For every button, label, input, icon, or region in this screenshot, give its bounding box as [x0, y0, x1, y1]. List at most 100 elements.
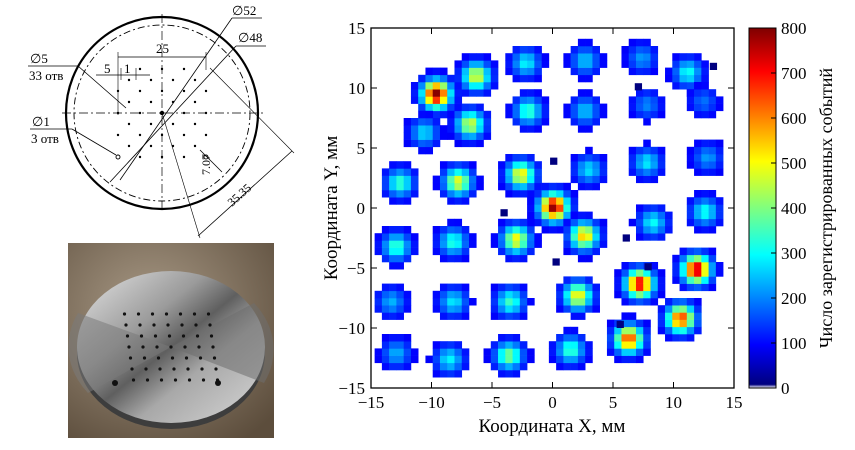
- heatmap-cell: [447, 110, 455, 119]
- photo-hole: [209, 334, 214, 338]
- heatmap-cell: [679, 334, 688, 342]
- heatmap-cell: [447, 233, 455, 241]
- heatmap-cell: [563, 53, 571, 61]
- heatmap-cell: [512, 168, 521, 176]
- heatmap-cell: [585, 161, 593, 169]
- photo-hole: [192, 312, 197, 316]
- heatmap-cell: [577, 46, 586, 54]
- heatmap-cell: [527, 240, 535, 248]
- heatmap-cell: [461, 226, 470, 234]
- heatmap-cell: [592, 67, 600, 76]
- drawing-hole: [160, 67, 164, 71]
- heatmap-cell: [396, 283, 404, 292]
- heatmap-cell: [672, 326, 680, 335]
- heatmap-cell: [439, 247, 448, 256]
- heatmap-cell: [505, 154, 513, 162]
- heatmap-cell: [527, 247, 535, 256]
- heatmap-cell: [635, 218, 644, 227]
- heatmap-cell: [403, 355, 412, 364]
- heatmap-cell: [650, 269, 659, 277]
- heatmap-cell: [715, 262, 724, 270]
- callout-b-leader: [71, 128, 117, 156]
- heatmap-cell: [563, 348, 571, 356]
- heatmap-cell: [570, 341, 579, 349]
- heatmap-cell: [454, 247, 463, 256]
- heatmap-cell: [563, 362, 571, 371]
- heatmap-cell: [512, 218, 521, 227]
- heatmap-cell: [469, 139, 477, 148]
- heatmap-cell: [715, 139, 724, 148]
- heatmap-cell: [570, 312, 579, 320]
- heatmap-cell: [657, 103, 666, 112]
- heatmap-cell: [454, 182, 463, 191]
- heatmap-cell: [541, 182, 550, 191]
- heatmap-cell: [708, 96, 717, 104]
- heatmap-cell: [512, 312, 521, 320]
- heatmap-cell: [541, 118, 550, 126]
- dim-707-label: 7.07: [199, 154, 213, 175]
- heatmap-cell: [694, 103, 702, 112]
- heatmap-cell: [577, 182, 586, 191]
- heatmap-cell: [635, 262, 644, 270]
- drawing-hole: [138, 133, 142, 137]
- dim-d48-label: ∅48: [238, 30, 262, 45]
- heatmap-cell: [505, 298, 513, 306]
- heatmap-cell: [447, 132, 455, 140]
- heatmap-cell: [461, 168, 470, 176]
- heatmap-cell: [512, 175, 521, 184]
- heatmap-cell: [599, 233, 608, 241]
- heatmap-cell: [686, 103, 695, 112]
- heatmap-cell: [410, 82, 419, 90]
- heatmap-cell: [418, 74, 426, 83]
- heatmap-cell: [439, 290, 448, 299]
- heatmap-cell: [439, 82, 448, 90]
- heatmap-cell: [439, 370, 448, 378]
- heatmap-cell: [381, 182, 390, 191]
- heatmap-cell: [432, 67, 441, 76]
- heatmap-cell: [585, 298, 593, 306]
- heatmap-cell: [381, 362, 390, 371]
- heatmap-cell: [585, 355, 593, 364]
- heatmap-cell: [403, 182, 412, 191]
- heatmap-cell: [686, 319, 695, 328]
- heatmap-cell: [628, 96, 637, 104]
- heatmap-cell: [635, 103, 644, 112]
- heatmap-cell: [418, 96, 426, 104]
- photo-hole: [180, 323, 184, 327]
- heatmap-cell: [432, 139, 441, 148]
- heatmap-cell: [454, 110, 463, 119]
- heatmap-cell: [519, 89, 528, 97]
- heatmap-cell: [447, 370, 455, 378]
- heatmap-cell: [585, 283, 593, 292]
- heatmap-cell: [461, 298, 470, 306]
- heatmap-cell: [694, 197, 702, 205]
- heatmap-cell: [635, 348, 644, 356]
- heatmap-cell: [585, 110, 593, 119]
- heatmap-cell: [643, 118, 651, 126]
- heatmap-cell: [628, 298, 637, 306]
- heatmap-cell: [498, 283, 506, 292]
- heatmap-cell: [599, 154, 608, 162]
- heatmap-cell: [585, 341, 593, 349]
- heatmap-cell: [418, 110, 426, 119]
- heatmap-cell: [389, 175, 397, 184]
- heatmap-cell: [410, 168, 419, 176]
- callout-a-leader: [77, 65, 127, 109]
- heatmap-cell: [616, 320, 624, 328]
- heatmap-cell: [643, 110, 651, 119]
- heatmap-cell: [519, 161, 528, 169]
- heatmap-cell: [650, 103, 659, 112]
- heatmap-cell: [592, 154, 600, 162]
- photo-hole: [184, 356, 189, 360]
- heatmap-cell: [592, 168, 600, 176]
- heatmap-cell: [577, 89, 586, 97]
- heatmap-cell: [498, 182, 506, 191]
- heatmap-cell: [425, 132, 434, 140]
- heatmap-cell: [701, 190, 709, 198]
- drawing-hole: [138, 89, 142, 93]
- heatmap-cell: [447, 125, 455, 133]
- heatmap-cell: [657, 218, 666, 227]
- heatmap-cell: [628, 110, 637, 119]
- heatmap-cell: [577, 305, 586, 313]
- heatmap-cell: [447, 240, 455, 248]
